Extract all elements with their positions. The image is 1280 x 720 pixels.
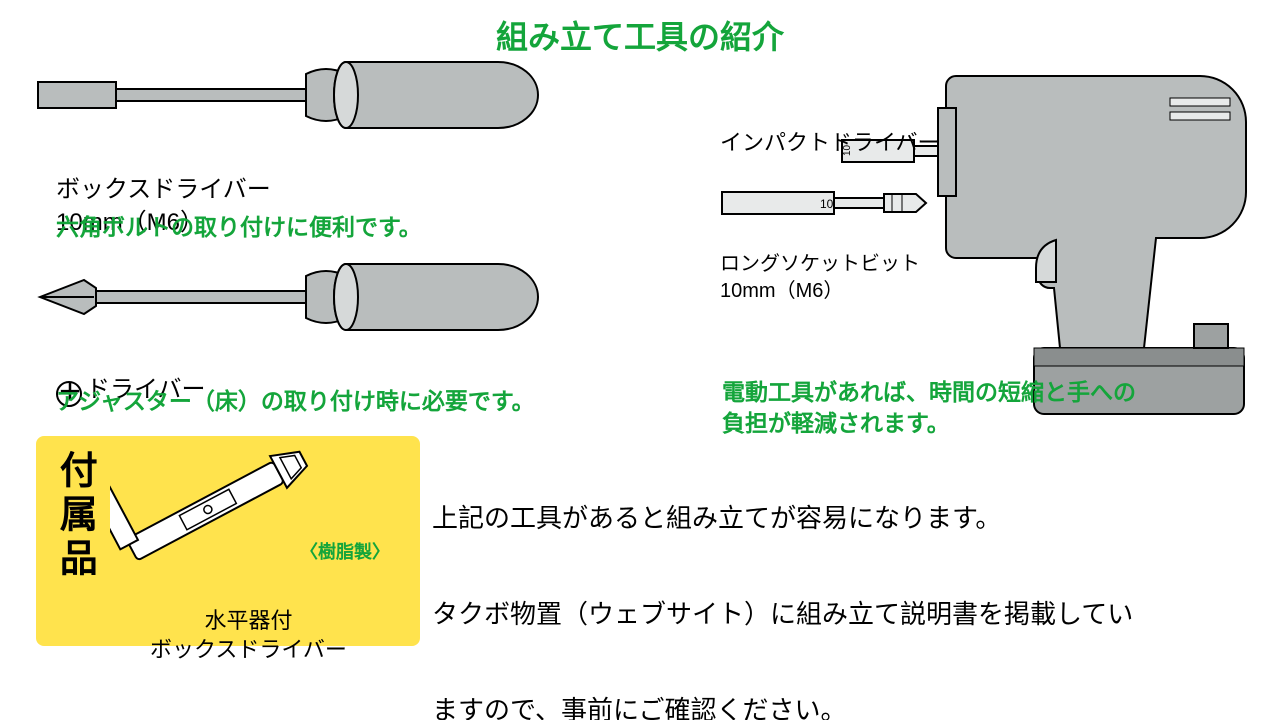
accessory-material: 〈樹脂製〉 [300, 540, 390, 564]
phillips-driver-note: アジャスター（床）の取り付け時に必要です。 [56, 386, 535, 417]
box-driver-icon [36, 56, 556, 134]
socket-bit-name: ロングソケットビット10mm（M6） [720, 224, 920, 305]
impact-driver-name: インパクトドライバー [720, 128, 940, 158]
accessory-vertical-label: 付属品 [48, 450, 99, 582]
impact-driver-note: 電動工具があれば、時間の短縮と手への負担が軽減されます。 [722, 346, 1136, 439]
page: 組み立て工具の紹介 ボックスドライバー10mm（M6） 六角ボルトの取り付けに便… [0, 0, 1280, 720]
svg-text:10: 10 [820, 197, 834, 211]
phillips-driver-icon [36, 258, 556, 336]
accessory-wrench-icon [110, 448, 320, 568]
summary-text: 上記の工具があると組み立てが容易になります。 タクボ物置（ウェブサイト）に組み立… [432, 446, 1133, 720]
accessory-name: 水平器付ボックスドライバー [150, 576, 347, 665]
box-driver-note: 六角ボルトの取り付けに便利です。 [56, 212, 422, 243]
socket-bit-icon: 10 [720, 188, 928, 218]
